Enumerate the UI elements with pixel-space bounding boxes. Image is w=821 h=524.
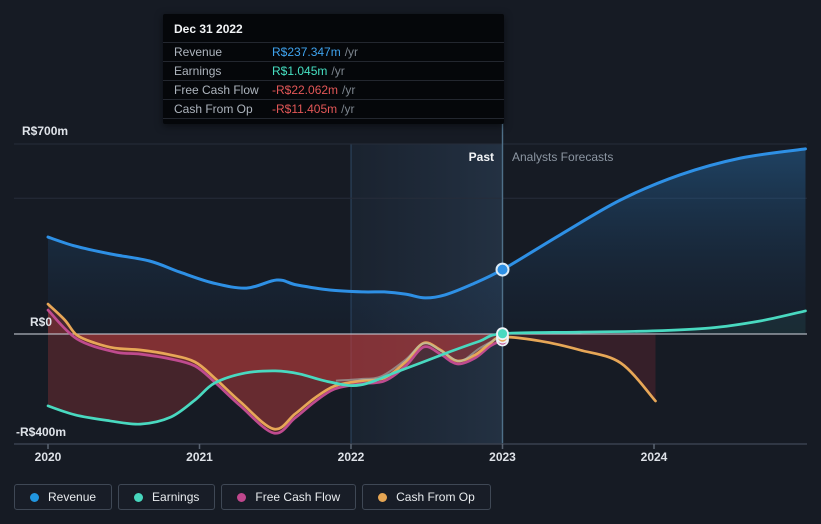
legend-label: Cash From Op	[396, 490, 475, 504]
tooltip-row-unit: /yr	[341, 102, 355, 116]
tooltip-row-free-cash-flow: Free Cash Flow -R$22.062m/yr	[163, 80, 504, 99]
past-zone-label: Past	[468, 150, 494, 164]
revenue-hover-marker	[495, 262, 510, 277]
tooltip-row-earnings: Earnings R$1.045m/yr	[163, 61, 504, 80]
tooltip-row-label: Revenue	[174, 45, 223, 59]
legend-item-free-cash-flow[interactable]: Free Cash Flow	[221, 484, 357, 510]
tooltip-footer-divider	[163, 118, 504, 124]
tooltip-row-value: R$1.045m	[272, 64, 328, 78]
legend-dot	[237, 492, 247, 502]
earnings-hover-marker	[496, 327, 509, 341]
y-axis-label-neg400m: -R$400m	[16, 425, 67, 439]
tooltip-row-unit: /yr	[331, 64, 345, 78]
tooltip-row-value: -R$22.062m	[272, 83, 339, 97]
y-axis-label-700m: R$700m	[22, 124, 69, 138]
tooltip-row-value: R$237.347m	[272, 45, 341, 59]
legend-label: Free Cash Flow	[255, 490, 341, 504]
tooltip-row-label: Earnings	[174, 64, 222, 78]
x-axis-label-2021: 2021	[186, 450, 213, 464]
earnings-area-forecast	[502, 310, 806, 334]
legend-item-revenue[interactable]: Revenue	[14, 484, 113, 510]
x-axis-label-2020: 2020	[34, 450, 62, 464]
tooltip-row-cash-from-op: Cash From Op -R$11.405m/yr	[163, 99, 504, 118]
legend-label: Revenue	[48, 490, 97, 504]
tooltip-row-unit: /yr	[344, 45, 359, 59]
legend-dot	[134, 492, 144, 502]
cashop-area-forecast	[502, 334, 656, 401]
earnings-line	[46, 309, 807, 426]
legend-item-cash-from-op[interactable]: Cash From Op	[362, 484, 491, 510]
legend-dot	[30, 492, 39, 502]
cashop-area-past	[48, 304, 503, 430]
x-axis-label-2022: 2022	[337, 450, 365, 464]
tooltip-row-unit: /yr	[342, 83, 356, 97]
forecast-zone-label: Analysts Forecasts	[512, 150, 614, 164]
revenue-line	[46, 147, 807, 300]
tooltip-row-revenue: Revenue R$237.347m/yr	[163, 42, 504, 61]
series-legend: Revenue Earnings Free Cash Flow Cash From O…	[14, 484, 491, 510]
muted-overlay-line	[335, 334, 503, 382]
legend-dot	[378, 492, 388, 502]
tooltip-row-label: Cash From Op	[174, 102, 253, 116]
hover-tooltip: Dec 31 2022 Revenue R$237.347m/yr Earnings…	[163, 14, 504, 124]
x-axis-label-2023: 2023	[489, 450, 516, 464]
y-axis-label-zero: R$0	[30, 315, 53, 329]
tooltip-row-value: -R$11.405m	[272, 102, 338, 116]
revenue-area	[48, 148, 806, 334]
tooltip-date: Dec 31 2022	[174, 22, 243, 36]
fcf-line	[46, 308, 504, 435]
legend-item-earnings[interactable]: Earnings	[118, 484, 216, 510]
x-axis-label-2024: 2024	[640, 450, 668, 464]
tooltip-row-label: Free Cash Flow	[174, 83, 259, 97]
legend-label: Earnings	[152, 490, 200, 504]
